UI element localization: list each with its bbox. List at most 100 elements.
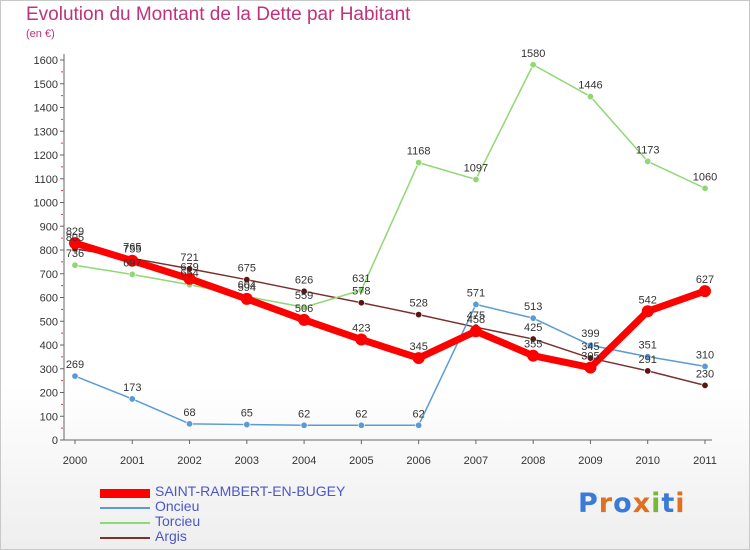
- data-label-3: 475: [467, 310, 485, 322]
- series-point-0: [584, 361, 597, 374]
- logo-letter: i: [675, 488, 686, 519]
- series-point-2: [701, 184, 709, 192]
- y-tick-label: 800: [40, 245, 58, 257]
- data-label-0: 355: [524, 339, 542, 351]
- data-label-2: 736: [66, 248, 84, 260]
- data-label-1: 571: [467, 287, 485, 299]
- series-point-1: [529, 314, 537, 322]
- data-label-3: 528: [409, 298, 427, 310]
- line-chart: 0 100 200 300 400 500 600 700 800 900 1000 1100 1200…: [34, 48, 718, 467]
- x-tick-label: 2009: [578, 455, 602, 467]
- x-tick-label: 2004: [292, 455, 316, 467]
- data-label-2: 631: [352, 273, 370, 285]
- data-label-1: 62: [298, 408, 310, 420]
- data-label-0: 345: [409, 341, 427, 353]
- series-point-1: [701, 362, 709, 370]
- data-label-2: 1173: [636, 144, 660, 156]
- data-label-3: 765: [123, 241, 141, 253]
- y-tick-label: 1400: [34, 103, 58, 115]
- series-point-2: [128, 270, 136, 278]
- legend-label: Oncieu: [155, 498, 200, 514]
- series-line-0: [71, 239, 709, 372]
- series-point-3: [357, 299, 365, 307]
- series-point-3: [701, 381, 709, 389]
- series-point-1: [644, 353, 652, 361]
- series-point-0: [641, 305, 654, 318]
- data-label-1: 351: [639, 340, 657, 352]
- y-tick-label: 200: [40, 388, 58, 400]
- series-point-0: [469, 325, 482, 338]
- data-label-0: 423: [352, 323, 370, 335]
- data-label-1: 62: [413, 408, 425, 420]
- y-tick-label: 700: [40, 269, 58, 281]
- x-tick-label: 2007: [464, 455, 488, 467]
- logo-letter: o: [613, 488, 633, 519]
- data-label-3: 721: [180, 252, 198, 264]
- series-point-0: [355, 333, 368, 346]
- legend-swatch: [100, 507, 150, 509]
- data-label-1: 65: [241, 408, 253, 420]
- series-point-2: [586, 93, 594, 101]
- legend-swatch: [100, 488, 150, 498]
- data-label-2: 604: [238, 280, 256, 292]
- series-point-2: [472, 175, 480, 183]
- series-point-0: [699, 285, 711, 298]
- data-label-2: 1060: [693, 171, 717, 183]
- data-label-0: 627: [696, 274, 714, 286]
- series-point-3: [644, 367, 652, 375]
- series-point-1: [71, 372, 79, 380]
- series-point-1: [243, 421, 251, 429]
- series-point-1: [300, 421, 308, 429]
- data-label-3: 425: [524, 322, 542, 334]
- data-label-0: 679: [180, 262, 198, 274]
- y-tick-label: 900: [40, 221, 58, 233]
- data-label-3: 291: [639, 354, 657, 366]
- data-label-1: 269: [66, 359, 84, 371]
- series-point-1: [357, 421, 365, 429]
- series-point-3: [300, 287, 308, 295]
- data-label-1: 173: [123, 382, 141, 394]
- y-tick-label: 0: [52, 435, 58, 447]
- series-point-1: [415, 421, 423, 429]
- y-tick-label: 1000: [34, 198, 58, 210]
- series-point-3: [415, 311, 423, 319]
- data-label-3: 805: [66, 232, 84, 244]
- series-point-0: [183, 272, 196, 285]
- x-tick-label: 2010: [635, 455, 659, 467]
- series-point-1: [586, 341, 594, 349]
- series-point-3: [586, 354, 594, 362]
- x-tick-label: 2011: [693, 455, 717, 467]
- data-label-1: 310: [696, 349, 714, 361]
- proxiti-logo: Proxiti: [578, 488, 686, 519]
- data-label-1: 399: [581, 328, 599, 340]
- series-point-1: [128, 395, 136, 403]
- legend-label: Torcieu: [155, 513, 201, 529]
- data-label-0: 755: [123, 244, 141, 256]
- data-label-2: 1446: [578, 80, 602, 92]
- series-point-2: [644, 157, 652, 165]
- data-label-2: 1097: [464, 162, 488, 174]
- series-line-2: [74, 64, 706, 308]
- series-point-2: [71, 261, 79, 269]
- data-label-2: 654: [180, 268, 198, 280]
- y-tick-label: 1300: [34, 126, 58, 138]
- y-tick-label: 1100: [34, 174, 58, 186]
- series-point-3: [529, 335, 537, 343]
- series-point-1: [186, 420, 194, 428]
- x-tick-label: 2003: [235, 455, 259, 467]
- series-point-0: [298, 313, 311, 326]
- data-label-0: 506: [295, 303, 313, 315]
- y-tick-label: 400: [40, 340, 58, 352]
- series-point-0: [240, 292, 253, 305]
- data-label-3: 578: [352, 286, 370, 298]
- data-label-1: 68: [183, 407, 195, 419]
- y-tick-label: 600: [40, 293, 58, 305]
- data-label-3: 230: [696, 368, 714, 380]
- data-label-3: 345: [581, 341, 599, 353]
- x-tick-label: 2000: [63, 455, 87, 467]
- y-tick-label: 500: [40, 316, 58, 328]
- data-label-1: 513: [524, 301, 542, 313]
- legend-swatch: [100, 537, 150, 539]
- data-label-2: 1168: [407, 146, 431, 158]
- legend-label: SAINT-RAMBERT-EN-BUGEY: [155, 483, 346, 499]
